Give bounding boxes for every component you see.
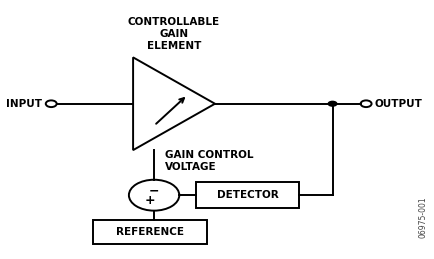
- Text: CONTROLLABLE
GAIN
ELEMENT: CONTROLLABLE GAIN ELEMENT: [128, 17, 220, 51]
- Text: 06975-001: 06975-001: [418, 196, 426, 238]
- Text: REFERENCE: REFERENCE: [115, 227, 184, 237]
- Text: OUTPUT: OUTPUT: [374, 99, 422, 109]
- Text: GAIN CONTROL
VOLTAGE: GAIN CONTROL VOLTAGE: [164, 150, 253, 172]
- Text: −: −: [148, 185, 159, 198]
- Bar: [196, 182, 298, 208]
- Text: +: +: [144, 194, 155, 207]
- Circle shape: [327, 101, 337, 107]
- Text: DETECTOR: DETECTOR: [216, 190, 278, 200]
- Text: INPUT: INPUT: [7, 99, 42, 109]
- Bar: [93, 220, 206, 244]
